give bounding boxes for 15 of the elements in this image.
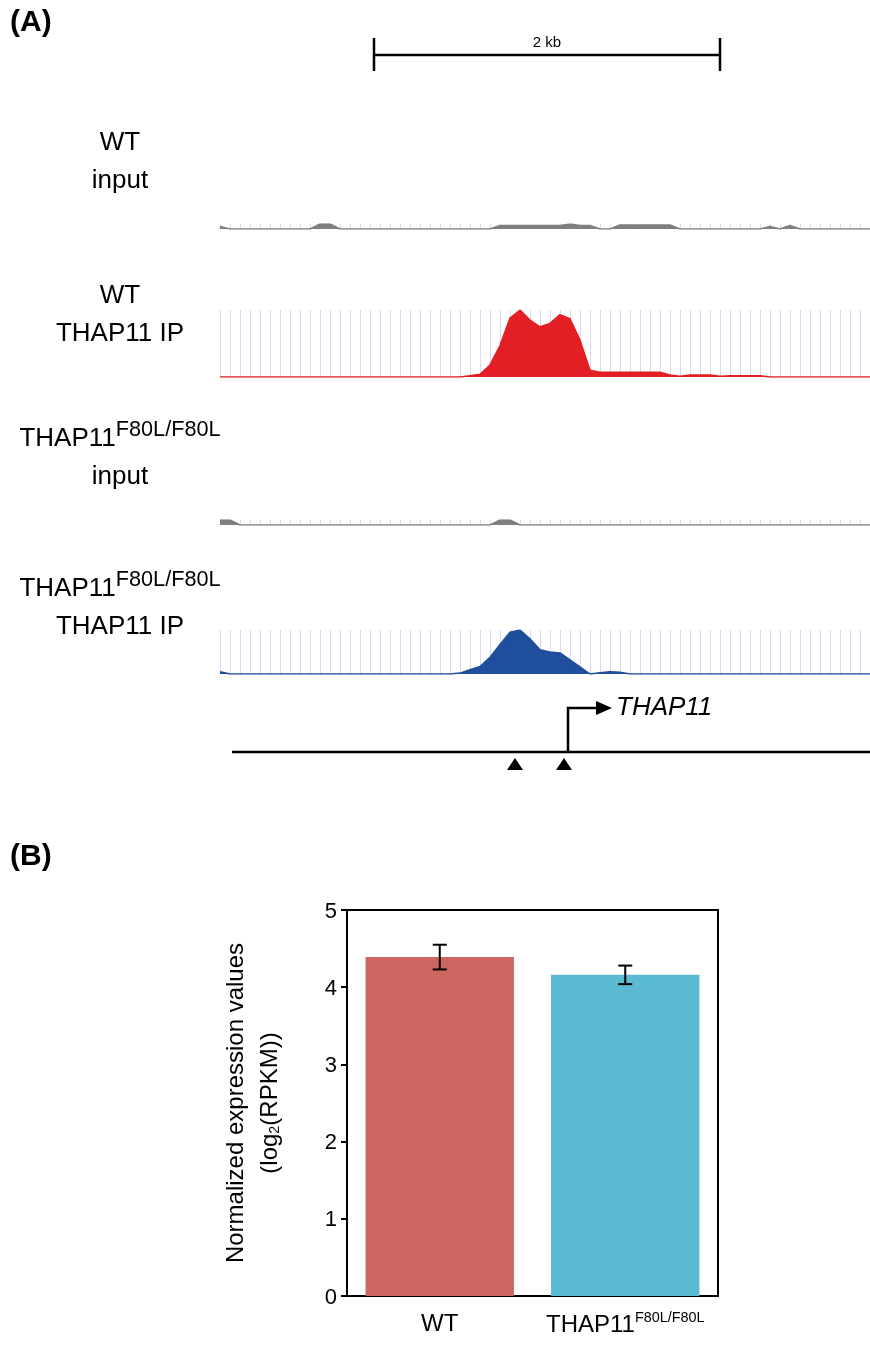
text: (B) <box>10 838 52 872</box>
y-tick-label: 2 <box>324 1129 337 1155</box>
text: (A) <box>10 4 52 38</box>
chart-title: THAP11$^{F80L/F80L}$ THAP11 IP <box>18 565 222 642</box>
text: THAP11 <box>616 691 713 722</box>
y-tick-label: 4 <box>324 974 337 1000</box>
y-tick-label: 3 <box>324 1051 337 1077</box>
chart-title: THAP11$^{F80L/F80L}$ input <box>18 415 222 492</box>
y-tick-label: 5 <box>324 897 337 923</box>
chart-title: WT input <box>90 125 150 196</box>
y-tick-label: 1 <box>324 1206 337 1232</box>
x-tick-label: WT <box>421 1308 459 1336</box>
text: 2 kb <box>531 33 563 50</box>
chart-title: WT THAP11 IP <box>54 278 186 349</box>
y-tick-label: 0 <box>324 1283 337 1309</box>
